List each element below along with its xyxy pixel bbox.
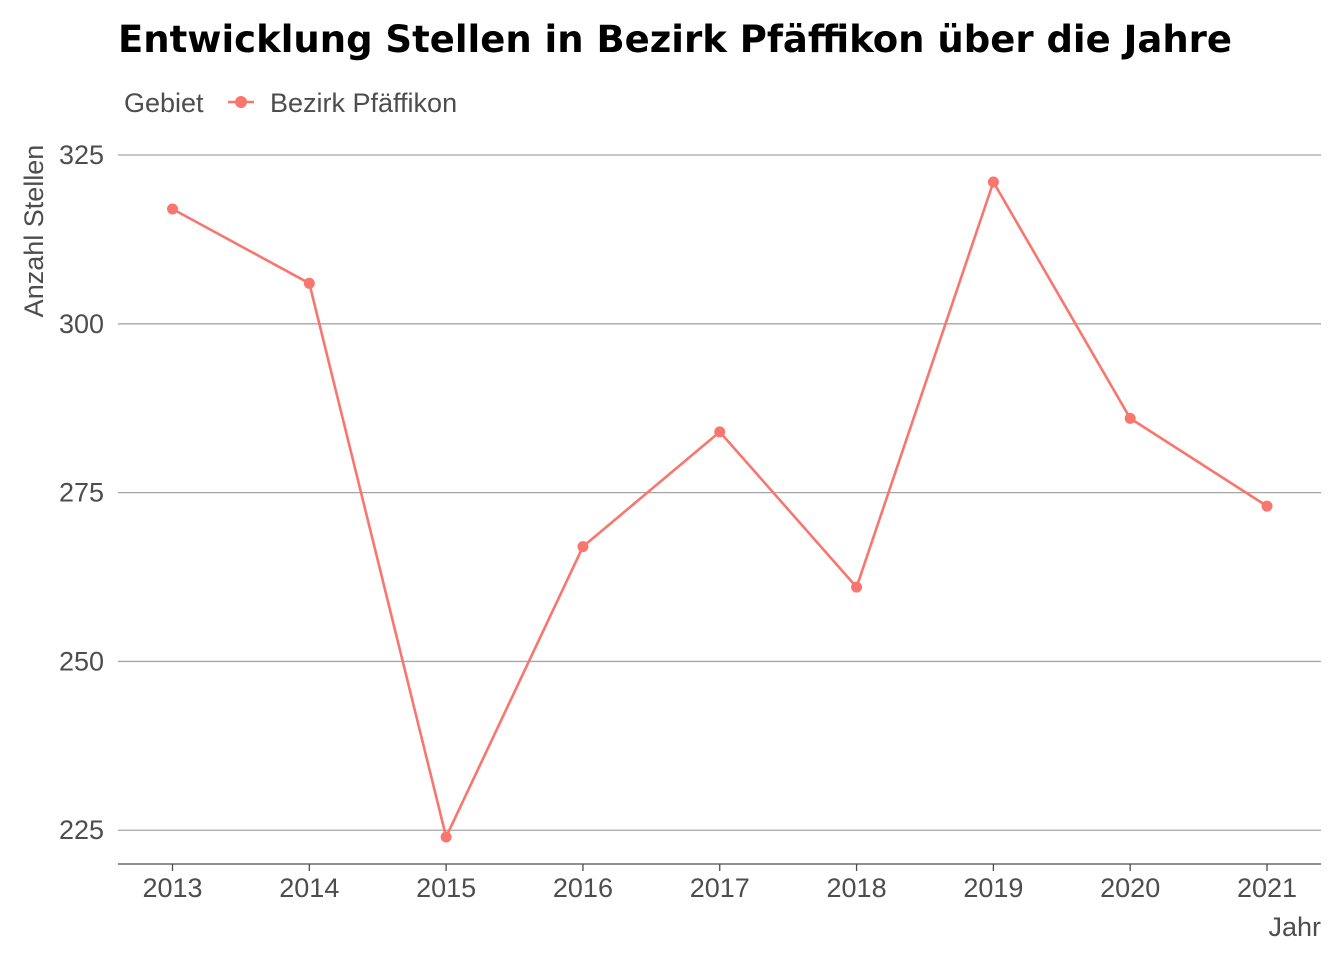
data-point-2019 <box>987 176 999 188</box>
gridlines <box>118 154 1321 831</box>
data-point-2015 <box>440 831 452 843</box>
data-point-2021 <box>1261 500 1273 512</box>
data-point-2018 <box>851 581 863 593</box>
y-tick-label: 300 <box>59 309 104 339</box>
legend-key <box>228 96 254 108</box>
legend-title: Gebiet <box>124 88 204 118</box>
series-line-bezirk-pfaeffikon <box>171 180 1268 839</box>
y-axis-title: Anzahl Stellen <box>19 145 49 318</box>
y-tick-labels: 225 250 275 300 325 <box>59 140 104 845</box>
data-point-2020 <box>1124 412 1136 424</box>
x-tick-label: 2016 <box>553 873 613 903</box>
y-tick-label: 325 <box>59 140 104 170</box>
y-tick-label: 225 <box>59 815 104 845</box>
x-tick-label: 2020 <box>1100 873 1160 903</box>
x-tick-label: 2019 <box>963 873 1023 903</box>
legend-label: Bezirk Pfäffikon <box>270 88 457 118</box>
legend-key-point <box>235 96 247 108</box>
y-tick-label: 275 <box>59 478 104 508</box>
x-tick-label: 2015 <box>416 873 476 903</box>
x-tick-label: 2017 <box>690 873 750 903</box>
series-layer <box>167 176 1273 843</box>
x-tick-label: 2013 <box>142 873 202 903</box>
y-tick-label: 250 <box>59 646 104 676</box>
x-ticks: 2013 2014 2015 2016 2017 2018 2019 2020 2021 <box>142 864 1297 903</box>
data-point-2017 <box>714 426 726 438</box>
chart-title: Entwicklung Stellen in Bezirk Pfäffikon … <box>118 18 1232 61</box>
x-tick-label: 2021 <box>1237 873 1297 903</box>
x-tick-label: 2018 <box>827 873 887 903</box>
x-tick-label: 2014 <box>279 873 339 903</box>
data-point-2016 <box>577 541 589 553</box>
x-axis-title: Jahr <box>1268 912 1321 942</box>
data-point-2013 <box>167 203 178 215</box>
data-point-2014 <box>303 277 315 289</box>
